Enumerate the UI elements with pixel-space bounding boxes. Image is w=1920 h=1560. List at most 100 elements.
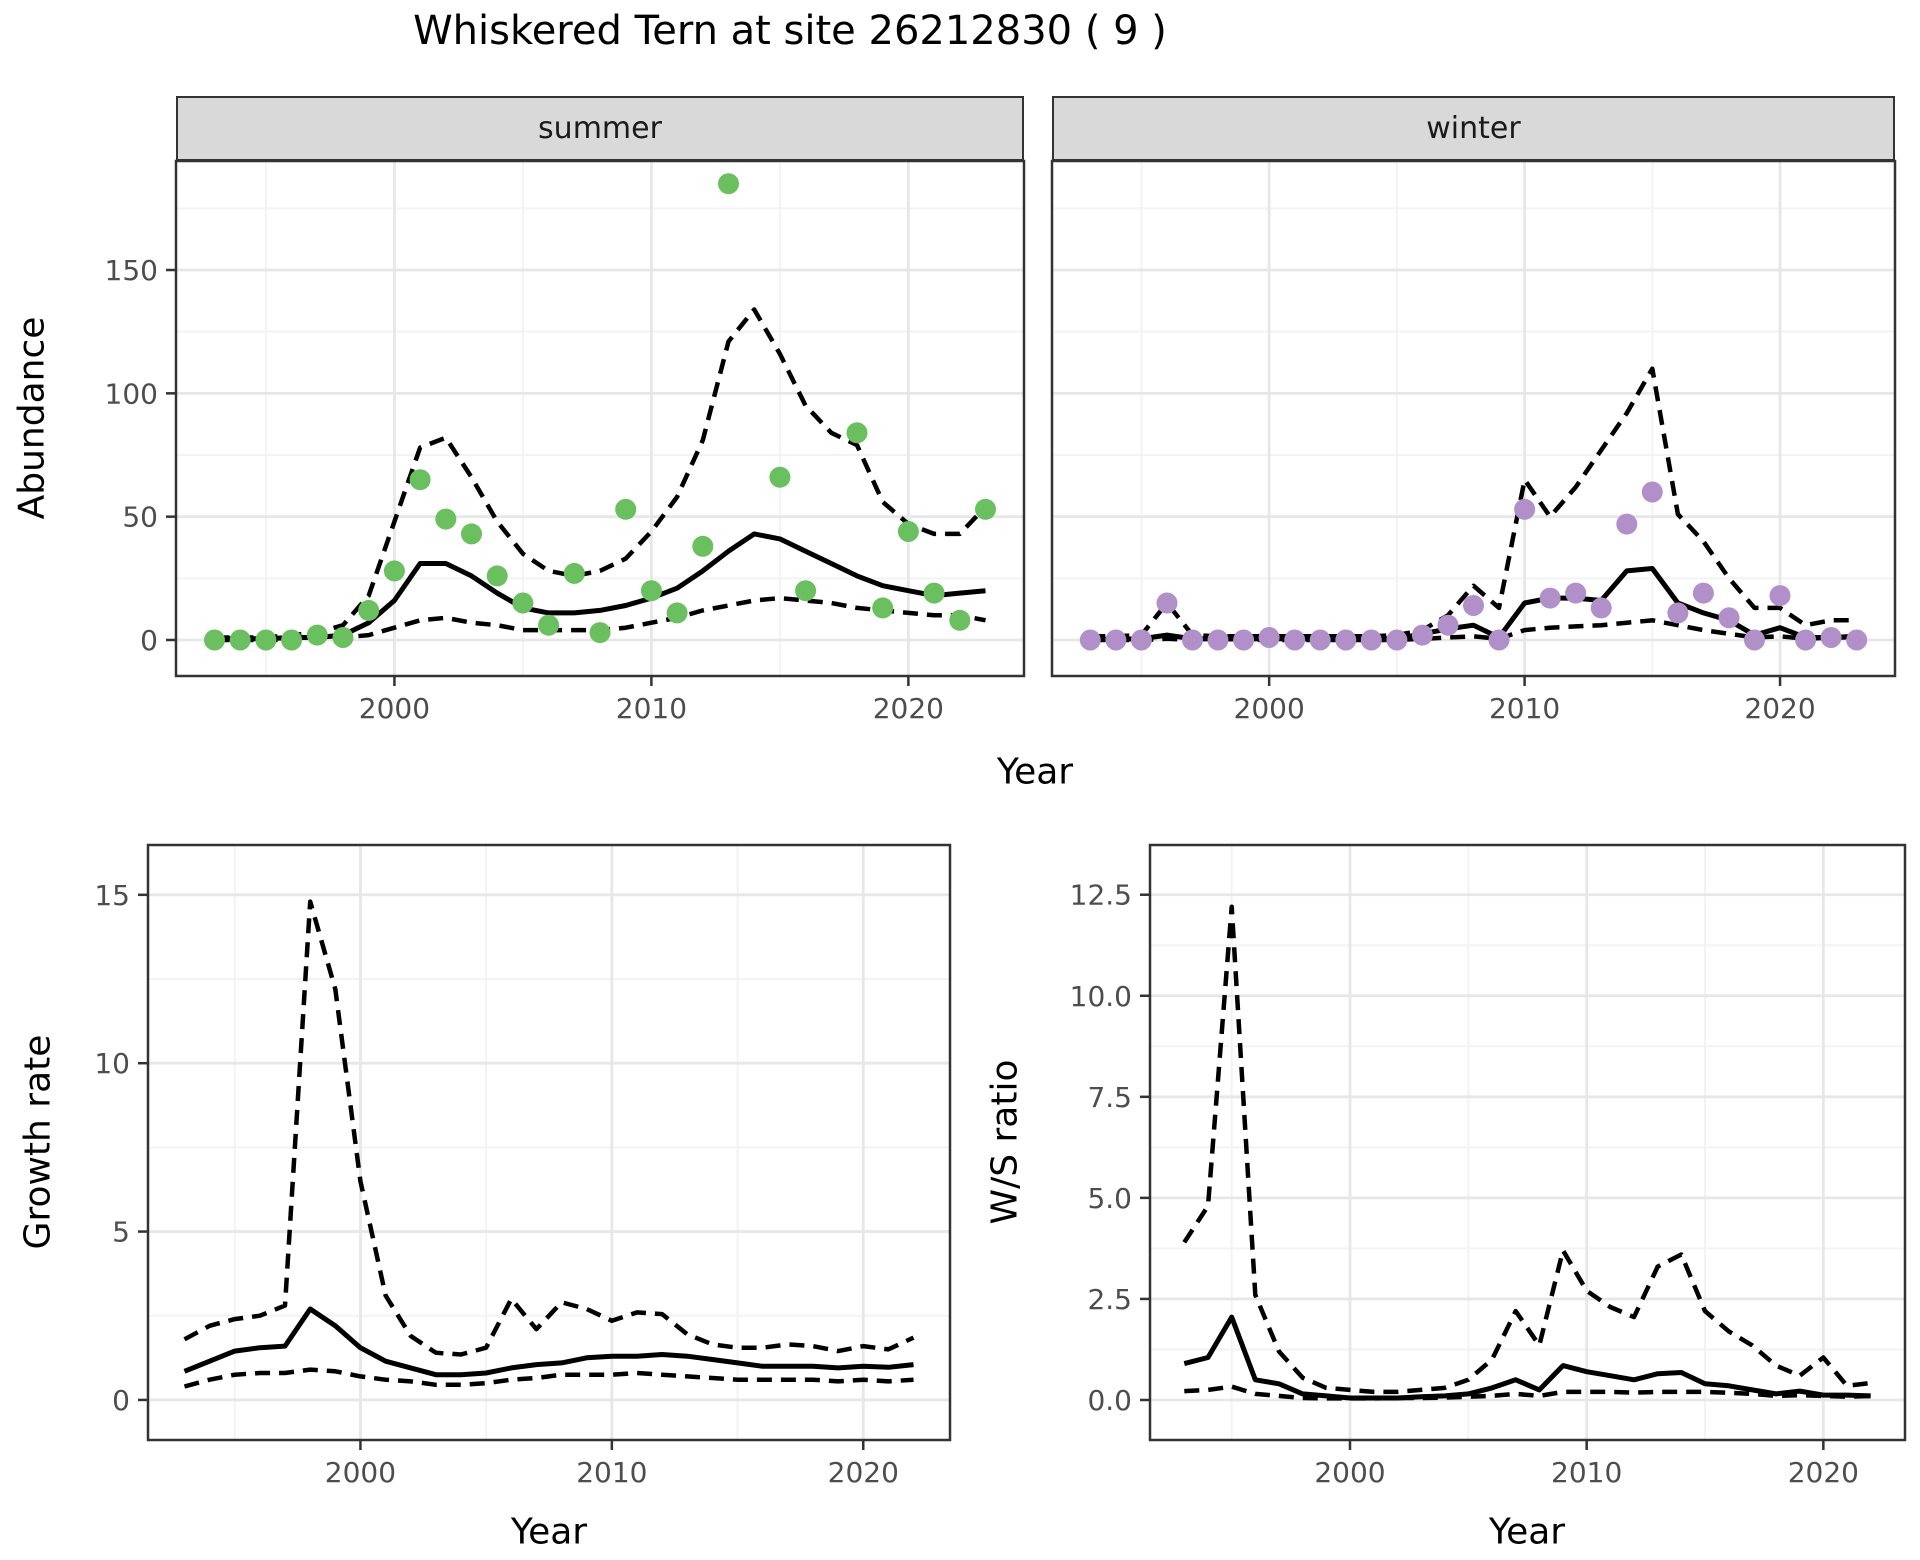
data-point [1744, 629, 1765, 651]
top-year-axis-title: Year [996, 751, 1074, 793]
data-point [1718, 607, 1740, 629]
data-point [1820, 627, 1842, 648]
growth_rate-panel: 2000 2010 2020 0 5 10 15 [94, 843, 952, 1489]
x-tick-label: 2020 [828, 1456, 899, 1489]
y-tick-label: 2.5 [1087, 1283, 1132, 1316]
data-point [1360, 629, 1382, 651]
data-point [1488, 629, 1510, 651]
abundance_summer-panel: 2000 2010 2020 0 50 100 150 [105, 159, 1026, 725]
y-tick-label: 12.5 [1070, 879, 1132, 912]
data-point [1079, 629, 1101, 651]
x-tick-label: 2000 [1234, 692, 1305, 725]
x-tick-label: 2010 [616, 692, 687, 725]
data-point [435, 508, 457, 530]
data-point [1233, 629, 1255, 651]
data-point [1309, 629, 1331, 651]
data-point [1667, 602, 1689, 624]
data-point [204, 629, 225, 651]
data-point [1258, 627, 1280, 648]
facet-strip-winter-label: winter [1426, 111, 1521, 146]
data-point [1769, 585, 1791, 607]
abundance_summer-panel-border [174, 159, 1026, 678]
growth_rate-lower_ci-line [183, 1367, 914, 1389]
data-point [1463, 595, 1484, 616]
x-tick-label: 2010 [1551, 1456, 1622, 1489]
x-tick-label: 2000 [325, 1456, 396, 1489]
x-tick-label: 2000 [359, 692, 430, 725]
chart-title: Whiskered Tern at site 26212830 ( 9 ) [413, 8, 1167, 54]
growth_rate-upper_ci-line [183, 899, 915, 1357]
data-point [589, 622, 611, 644]
data-point [795, 580, 817, 602]
ws_ratio-mean-line [1183, 1314, 1871, 1401]
data-point [538, 614, 560, 636]
y-tick-label: 0.0 [1087, 1384, 1132, 1417]
data-point [1795, 629, 1817, 651]
facet-strip-summer: summer [176, 96, 1024, 161]
data-point [615, 498, 637, 520]
data-point [872, 597, 894, 619]
data-point [1565, 582, 1587, 604]
data-point [897, 521, 919, 542]
growth_rate-axis-ticks: 2000 2010 2020 0 5 10 15 [94, 879, 899, 1489]
growth-year-axis-title: Year [510, 1511, 588, 1553]
data-point [1207, 629, 1229, 651]
data-point [512, 592, 534, 614]
data-point [563, 562, 585, 584]
data-point [332, 627, 354, 648]
y-tick-label: 0 [140, 624, 158, 657]
y-tick-label: 5.0 [1087, 1182, 1132, 1215]
ws-year-axis-title: Year [1488, 1511, 1566, 1553]
data-point [692, 535, 714, 557]
data-point [229, 629, 251, 651]
data-point [1846, 629, 1868, 651]
data-point [1514, 498, 1536, 520]
data-point [255, 629, 277, 651]
data-point [486, 565, 508, 587]
data-point [666, 602, 688, 624]
abundance_summer-upper_ci-line [214, 307, 988, 640]
growth_rate-panel-border [146, 843, 952, 1442]
data-point [1284, 629, 1306, 651]
y-tick-label: 150 [105, 254, 158, 287]
abundance_summer-grid [176, 161, 1024, 676]
data-point [923, 582, 945, 604]
ws_ratio-panel: 2000 2010 2020 0.0 2.5 5.0 7.5 10.0 12.5 [1070, 843, 1907, 1489]
data-point [383, 560, 405, 582]
y-tick-label: 5 [112, 1216, 130, 1249]
growth_rate-grid [148, 845, 950, 1440]
data-point [1692, 582, 1714, 604]
data-point [1156, 592, 1178, 614]
data-point [1437, 614, 1459, 636]
data-point [949, 609, 971, 631]
x-tick-label: 2020 [1788, 1456, 1859, 1489]
facet-strip-summer-label: summer [538, 111, 662, 146]
data-point [1616, 513, 1638, 535]
ws_ratio-panel-border [1148, 843, 1907, 1442]
y-tick-label: 10 [94, 1047, 130, 1080]
data-point [281, 629, 303, 651]
ws_ratio-lower_ci-line [1184, 1384, 1871, 1401]
abundance_summer-axis-ticks: 2000 2010 2020 0 50 100 150 [105, 254, 944, 725]
data-point [718, 173, 739, 195]
ws_ratio-grid [1150, 845, 1905, 1440]
data-point [975, 498, 996, 520]
ws_ratio-upper_ci-line [1182, 904, 1871, 1395]
data-point [640, 580, 662, 602]
x-tick-label: 2020 [873, 692, 944, 725]
abundance_winter-panel-border [1050, 159, 1897, 678]
data-point [1641, 481, 1663, 503]
data-point [1590, 597, 1612, 619]
data-point [846, 422, 868, 444]
data-point [409, 469, 431, 491]
facet-strip-winter: winter [1052, 96, 1895, 161]
x-tick-label: 2000 [1314, 1456, 1385, 1489]
y-tick-label: 0 [112, 1384, 130, 1417]
data-point [461, 523, 482, 545]
data-point [306, 624, 328, 646]
x-tick-label: 2020 [1744, 692, 1815, 725]
y-tick-label: 7.5 [1087, 1081, 1132, 1114]
y-tick-label: 10.0 [1070, 980, 1132, 1013]
